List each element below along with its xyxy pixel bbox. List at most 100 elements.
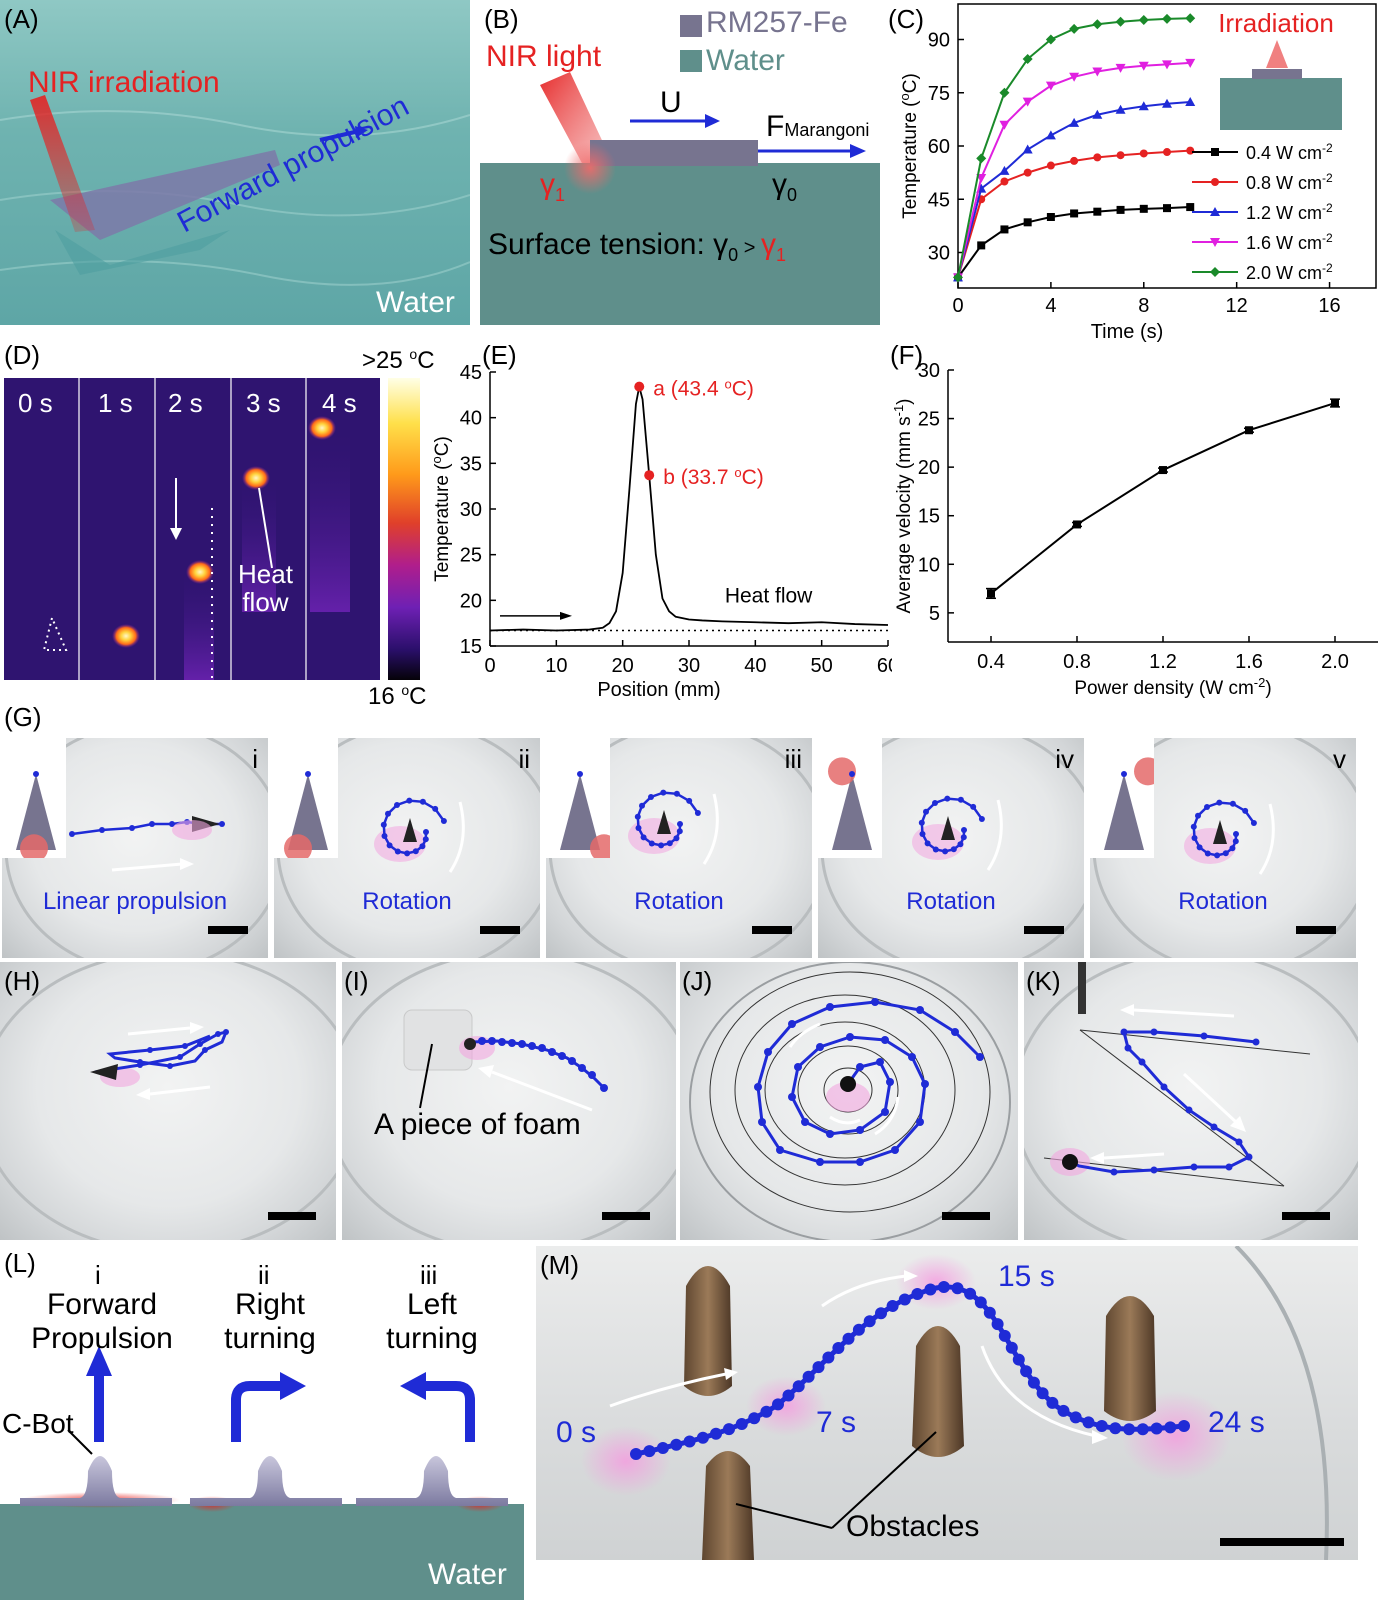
panel-a-nir-label: NIR irradiation: [28, 66, 220, 99]
x-tick-label: 20: [612, 655, 634, 677]
trajectory-point: [748, 1412, 761, 1425]
trajectory-point: [1082, 1416, 1095, 1429]
tension-gt: >: [738, 237, 761, 259]
trajectory-point: [1150, 1422, 1163, 1435]
nir-light-label: NIR light: [486, 40, 602, 73]
x-tick-label: 12: [1226, 295, 1248, 317]
trajectory-point: [1123, 1423, 1136, 1436]
data-point: [1092, 109, 1103, 119]
data-point: [1022, 97, 1033, 107]
force-label: FMarangoni: [766, 110, 869, 144]
water-surface: [0, 1504, 524, 1600]
forward-propulsion-title: Forward Propulsion: [20, 1288, 184, 1356]
y-tick-label: 90: [928, 30, 950, 52]
panel-g-roman: ii: [518, 744, 530, 774]
y-axis-title: Average velocity (mm s-1): [892, 399, 915, 614]
y-tick-label: 35: [460, 453, 482, 475]
right-title-line2: turning: [224, 1322, 316, 1355]
panel-i-trajectory: [342, 962, 676, 1240]
data-point: [999, 120, 1010, 130]
data-point: [1139, 149, 1148, 158]
data-point: [1331, 399, 1339, 408]
data-point: [1073, 520, 1081, 529]
left-turn-arrow: [400, 1372, 426, 1400]
data-point: [999, 165, 1010, 175]
trajectory-point: [863, 1315, 876, 1328]
forward-title-line2: Propulsion: [31, 1322, 173, 1355]
panel-g-inset: [2, 738, 66, 863]
panel-i-image: A piece of foam: [342, 962, 676, 1240]
data-point: [1138, 101, 1149, 111]
trajectory-point: [875, 1307, 887, 1320]
gamma1-label: γ1: [540, 168, 565, 206]
x-tick-label: 0: [952, 295, 963, 317]
data-point: [1138, 61, 1149, 71]
panel-g-caption: Rotation: [634, 888, 724, 915]
x-tick-label: 16: [1318, 295, 1340, 317]
scale-bar: [1220, 1538, 1344, 1546]
legend-rm257-swatch: [680, 15, 702, 37]
right-turn-arrow: [280, 1372, 306, 1400]
trajectory-point: [1036, 1387, 1049, 1400]
panel-k-z-path: [1024, 962, 1358, 1240]
trajectory-point: [656, 1442, 669, 1454]
time-24s: 24 s: [1208, 1406, 1265, 1439]
temperature-profile: [489, 385, 889, 632]
panel-g-image: i Linear propulsion: [2, 738, 268, 958]
data-point: [1245, 426, 1253, 435]
legend-water-swatch: [680, 50, 702, 72]
y-tick-label: 30: [928, 243, 950, 265]
x-axis-title: Time (s): [1091, 321, 1164, 343]
trajectory-point: [792, 1380, 805, 1393]
panel-e-label: (E): [482, 340, 517, 370]
data-point: [1163, 148, 1171, 157]
colorbar-bottom-label: 16 oC: [368, 682, 427, 711]
panel-g-image: ii Rotation: [274, 738, 540, 958]
data-point: [1046, 213, 1055, 221]
y-tick-label: 30: [918, 360, 940, 382]
panel-g-roman: i: [252, 744, 258, 774]
trajectory-point: [812, 1361, 825, 1374]
trajectory-point: [898, 1293, 911, 1306]
panel-b-label: (B): [484, 4, 519, 34]
inset-irradiation-label: Irradiation: [1218, 8, 1334, 38]
c-bot-forward: [20, 1456, 180, 1508]
tension-prefix: Surface tension:: [488, 228, 714, 261]
data-point: [1185, 96, 1196, 106]
trajectory-point: [723, 1423, 735, 1436]
legend-rm257-label: RM257-Fe: [706, 6, 848, 39]
legend-marker: [1211, 148, 1219, 156]
nir-beam: [30, 95, 95, 232]
panel-g-label: (G): [4, 702, 42, 732]
obstacles-label: Obstacles: [846, 1510, 980, 1543]
data-point: [977, 241, 986, 250]
legend-label: 0.8 W cm-2: [1246, 171, 1333, 193]
trajectory-point: [710, 1427, 722, 1440]
trajectory-point: [1164, 1421, 1177, 1434]
tension-gamma0-sub: 0: [728, 245, 739, 265]
gamma0-label: γ0: [772, 168, 797, 206]
panel-g-roman: iii: [784, 744, 802, 774]
x-tick-label: 60: [877, 655, 892, 677]
legend-label: 1.6 W cm-2: [1246, 231, 1333, 253]
trajectory-point: [832, 1342, 845, 1354]
heat-flow-line1: Heat: [238, 559, 293, 589]
data-point: [1023, 168, 1032, 177]
colorbar-top-value: >25: [362, 347, 410, 374]
time-7s: 7 s: [816, 1406, 857, 1439]
tension-gamma0: γ: [713, 228, 729, 261]
right-title-line1: Right: [234, 1288, 306, 1321]
trajectory-point: [1057, 1404, 1070, 1417]
trajectory-point: [983, 1306, 996, 1319]
trajectory-point: [1095, 1420, 1108, 1432]
colorbar-top-label: >25 oC: [362, 346, 435, 375]
data-point: [1185, 13, 1196, 24]
inset-film: [1252, 69, 1302, 79]
panel-l-roman-iii: iii: [420, 1260, 438, 1290]
panel-c-chart: 0 4 8 12 16 30 45 60 75 90 Time (s) Temperature (oC…: [897, 3, 1377, 343]
x-axis-title: Power density (W cm-2): [1074, 675, 1271, 700]
thermal-colorbar: [388, 378, 420, 680]
scale-bar: [752, 926, 792, 934]
heat-flow-arrowhead: [560, 611, 572, 620]
y-tick-label: 15: [918, 506, 940, 528]
